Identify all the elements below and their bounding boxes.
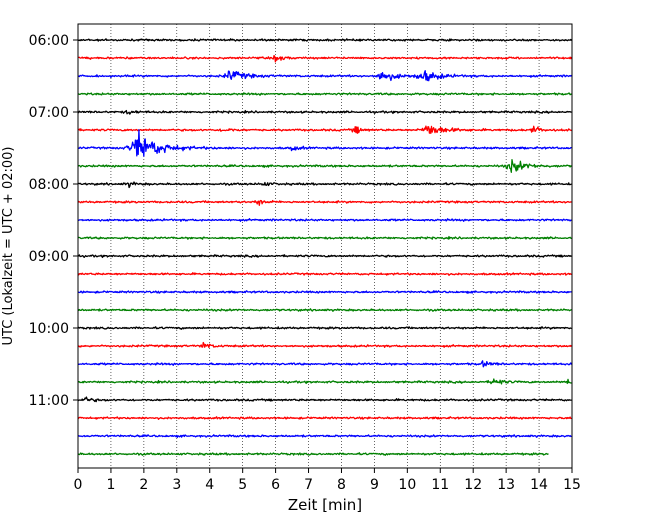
y-tick-label: 11:00 bbox=[29, 393, 69, 409]
trace-row-1045 bbox=[77, 378, 572, 385]
x-tick-label: 5 bbox=[238, 477, 247, 493]
x-tick-label: 6 bbox=[271, 477, 280, 493]
trace-row-0815 bbox=[77, 199, 572, 206]
vertical-gridlines bbox=[110, 24, 540, 468]
x-tick-label: 13 bbox=[497, 477, 515, 493]
trace-row-0700 bbox=[77, 109, 572, 115]
x-tick-label: 4 bbox=[205, 477, 214, 493]
x-tick-label: 10 bbox=[398, 477, 416, 493]
y-axis-ticks: 06:00 07:00 08:00 09:00 10:00 11:00 bbox=[29, 33, 78, 409]
y-tick-label: 07:00 bbox=[29, 105, 69, 121]
x-tick-label: 14 bbox=[530, 477, 548, 493]
trace-row-0945 bbox=[77, 308, 572, 312]
y-tick-label: 08:00 bbox=[29, 177, 69, 193]
y-axis-title: UTC (Lokalzeit = UTC + 02:00) bbox=[1, 147, 16, 346]
x-tick-label: 11 bbox=[431, 477, 449, 493]
trace-row-0830 bbox=[77, 218, 572, 222]
x-tick-label: 7 bbox=[304, 477, 313, 493]
trace-row-1145 bbox=[77, 452, 549, 456]
x-axis-title: Zeit [min] bbox=[288, 496, 362, 514]
trace-row-0745 bbox=[77, 159, 572, 173]
trace-row-0845 bbox=[77, 235, 572, 240]
y-tick-label: 10:00 bbox=[29, 321, 69, 337]
trace-row-1100 bbox=[77, 396, 572, 403]
trace-row-1030 bbox=[77, 360, 573, 368]
trace-row-0615 bbox=[78, 54, 573, 63]
y-tick-label: 06:00 bbox=[29, 33, 69, 49]
trace-row-1115 bbox=[77, 416, 572, 420]
trace-row-1015 bbox=[77, 341, 573, 349]
x-tick-label: 0 bbox=[74, 477, 83, 493]
x-tick-label: 15 bbox=[563, 477, 581, 493]
x-tick-label: 9 bbox=[370, 477, 379, 493]
trace-row-0645 bbox=[77, 92, 572, 96]
trace-row-0915 bbox=[77, 272, 572, 276]
x-axis-ticks: 0 1 2 3 4 5 6 7 8 9 10 11 12 13 14 15 bbox=[74, 468, 581, 493]
x-tick-label: 1 bbox=[106, 477, 115, 493]
trace-row-0630 bbox=[78, 70, 573, 82]
x-tick-label: 12 bbox=[464, 477, 482, 493]
trace-row-0930 bbox=[77, 290, 572, 294]
trace-row-1000 bbox=[77, 326, 572, 330]
x-tick-label: 3 bbox=[172, 477, 181, 493]
trace-row-0600 bbox=[77, 38, 573, 42]
plot-frame bbox=[77, 23, 573, 469]
seismic-traces bbox=[77, 38, 573, 456]
x-tick-label: 2 bbox=[139, 477, 148, 493]
trace-row-0715 bbox=[77, 125, 572, 135]
x-tick-label: 8 bbox=[337, 477, 346, 493]
trace-row-0800 bbox=[77, 181, 572, 189]
trace-row-1130 bbox=[77, 434, 572, 438]
y-tick-label: 09:00 bbox=[29, 249, 69, 265]
trace-row-0730 bbox=[77, 129, 572, 157]
trace-row-0900 bbox=[77, 254, 572, 259]
